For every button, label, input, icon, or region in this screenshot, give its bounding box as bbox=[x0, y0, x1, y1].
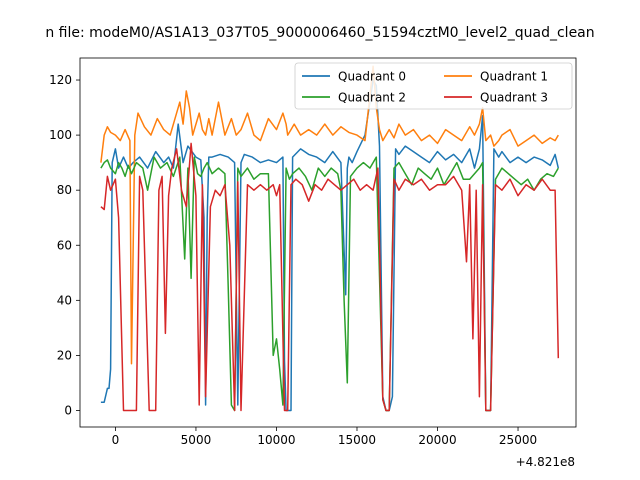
legend-label: Quadrant 1 bbox=[480, 70, 548, 84]
y-tick-label: 80 bbox=[57, 183, 72, 197]
y-tick-label: 100 bbox=[49, 128, 72, 142]
legend-box bbox=[294, 62, 573, 110]
x-tick-label: 0 bbox=[112, 433, 120, 447]
series-line-quadrant-2 bbox=[100, 156, 559, 412]
legend-label: Quadrant 2 bbox=[338, 91, 406, 105]
y-axis: 0 20 40 60 80 100 120 bbox=[49, 73, 80, 417]
series-line-quadrant-3 bbox=[100, 142, 560, 412]
x-tick-label: 20000 bbox=[418, 433, 456, 447]
legend: Quadrant 0 Quadrant 1 Quadrant 2 Quadrant 3 bbox=[294, 62, 573, 110]
y-tick-label: 0 bbox=[64, 403, 72, 417]
y-tick-label: 40 bbox=[57, 293, 72, 307]
series-layer bbox=[100, 65, 560, 412]
x-tick-label: 25000 bbox=[499, 433, 537, 447]
legend-label: Quadrant 0 bbox=[338, 70, 406, 84]
axes-frame bbox=[79, 57, 577, 428]
y-tick-label: 60 bbox=[57, 238, 72, 252]
x-tick-label: 15000 bbox=[338, 433, 376, 447]
chart-title: n file: modeM0/AS1A13_037T05_9000006460_… bbox=[45, 25, 594, 41]
y-tick-label: 20 bbox=[57, 348, 72, 362]
x-tick-label: 10000 bbox=[257, 433, 295, 447]
series-line-quadrant-1 bbox=[100, 65, 559, 365]
legend-label: Quadrant 3 bbox=[480, 91, 548, 105]
x-axis: 0 5000 10000 15000 20000 25000 bbox=[112, 427, 537, 447]
x-tick-label: 5000 bbox=[181, 433, 212, 447]
series-line-quadrant-0 bbox=[100, 79, 560, 412]
y-tick-label: 120 bbox=[49, 73, 72, 87]
x-axis-offset-label: +4.821e8 bbox=[516, 455, 575, 469]
